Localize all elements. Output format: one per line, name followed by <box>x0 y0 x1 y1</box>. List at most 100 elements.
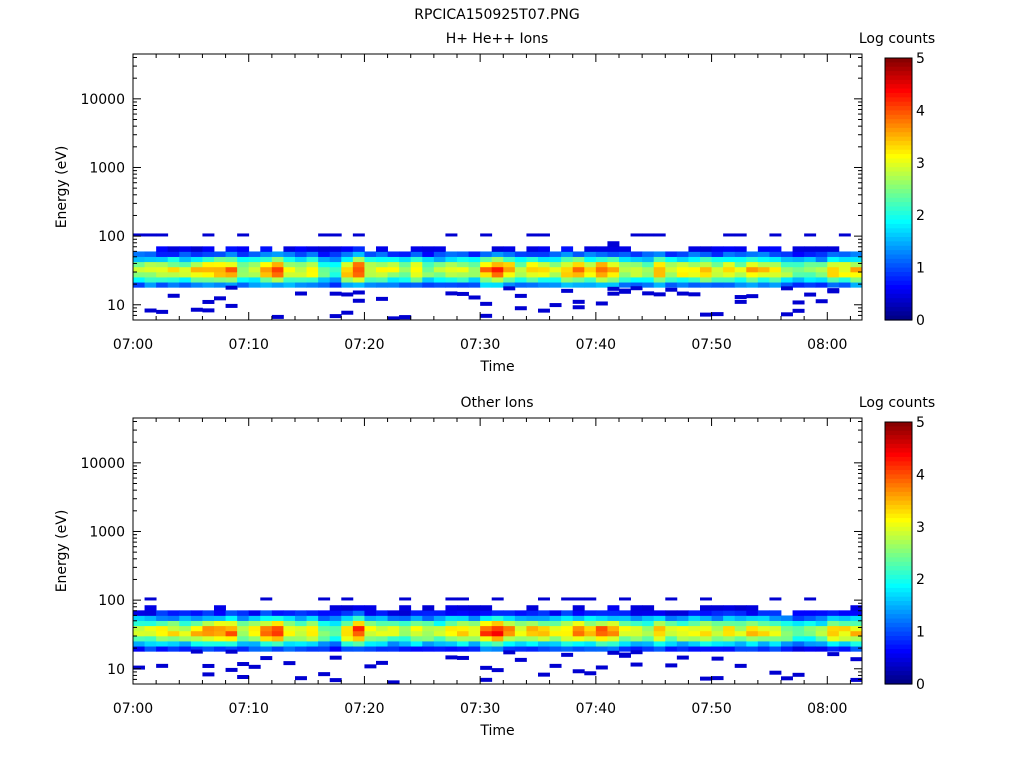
heatmap-cell <box>433 615 446 621</box>
colorbar-swatch <box>885 535 912 541</box>
x-tick-label: 07:30 <box>460 701 500 717</box>
heatmap-cell <box>584 597 597 601</box>
heatmap-cell <box>144 605 157 611</box>
heatmap-cell <box>283 246 296 252</box>
heatmap-cell <box>642 610 655 616</box>
heatmap-cell <box>190 251 203 257</box>
heatmap-cell <box>607 246 620 252</box>
heatmap-cell <box>167 246 180 252</box>
heatmap-cell <box>283 625 296 632</box>
heatmap-cell <box>584 635 597 642</box>
colorbar-swatch <box>885 110 912 116</box>
colorbar-swatch <box>885 443 912 449</box>
colorbar-swatch <box>885 237 912 242</box>
heatmap-cell <box>827 641 840 647</box>
colorbar-swatch <box>885 223 912 229</box>
heatmap-cell <box>352 615 365 621</box>
heatmap-cell <box>260 251 273 257</box>
heatmap-cell <box>584 246 597 252</box>
colorbar-swatch <box>885 509 912 515</box>
heatmap-cell <box>746 630 759 637</box>
heatmap-cell <box>804 246 817 252</box>
heatmap-cell <box>491 597 504 601</box>
heatmap-cell <box>144 610 157 616</box>
heatmap-cell <box>607 286 620 291</box>
colorbar-swatch <box>885 84 912 90</box>
heatmap-cell <box>700 266 712 273</box>
heatmap-cell <box>711 630 724 637</box>
heatmap-cell <box>769 277 782 283</box>
heatmap-cell <box>156 620 169 627</box>
heatmap-cell <box>248 664 261 669</box>
heatmap-cell <box>399 605 412 611</box>
heatmap-cell <box>318 233 331 237</box>
colorbar-swatch <box>885 627 912 633</box>
heatmap-cell <box>260 246 273 252</box>
heatmap-cell <box>838 282 851 288</box>
heatmap-cell <box>480 261 493 268</box>
heatmap-cell <box>688 620 701 627</box>
heatmap-cell <box>538 308 550 313</box>
heatmap-cell <box>283 620 296 627</box>
colorbar-swatch <box>885 662 912 668</box>
heatmap-cell <box>144 277 157 283</box>
heatmap-cell <box>700 635 712 642</box>
colorbar-swatch <box>885 570 912 576</box>
heatmap-cell <box>781 630 793 637</box>
colorbar-swatch <box>885 553 912 558</box>
heatmap-cell <box>815 615 828 621</box>
heatmap-cell <box>179 277 192 283</box>
heatmap-cell <box>792 620 805 627</box>
heatmap-cell <box>792 610 805 616</box>
colorbar-swatch <box>885 184 912 190</box>
heatmap-cell <box>318 271 331 278</box>
plot-frame <box>132 53 863 321</box>
heatmap-cell <box>781 615 793 621</box>
heatmap-cell <box>433 282 446 288</box>
heatmap-cell <box>179 610 192 616</box>
heatmap-cell <box>734 635 747 642</box>
colorbar-swatch <box>885 149 912 155</box>
heatmap-cell <box>422 256 435 263</box>
heatmap-cell <box>526 266 539 273</box>
heatmap-cell <box>468 271 481 278</box>
heatmap-cell <box>410 277 423 283</box>
heatmap-cell <box>387 646 400 652</box>
heatmap-cell <box>156 233 169 237</box>
heatmap-cell <box>607 605 620 611</box>
heatmap-cell <box>271 271 284 278</box>
heatmap-cell <box>190 615 203 621</box>
colorbar-swatch <box>885 487 912 493</box>
heatmap-cell <box>376 256 388 263</box>
heatmap-cell <box>653 292 666 297</box>
heatmap-cell <box>595 266 608 273</box>
heatmap-cell <box>144 641 157 647</box>
heatmap-cell <box>827 251 840 257</box>
heatmap-cell <box>202 251 215 257</box>
heatmap-cell <box>329 635 342 642</box>
heatmap-cell <box>248 266 261 273</box>
heatmap-cell <box>572 251 585 257</box>
heatmap-cell <box>387 261 400 268</box>
heatmap-cell <box>283 251 296 257</box>
heatmap-cell <box>271 630 284 637</box>
heatmap-cell <box>468 635 481 642</box>
colorbar-swatch <box>885 245 912 251</box>
heatmap-cell <box>387 256 400 263</box>
heatmap-cell <box>653 635 666 642</box>
heatmap-cell <box>225 610 238 616</box>
heatmap-cell <box>538 246 550 252</box>
heatmap-cell <box>514 266 527 273</box>
heatmap-cell <box>144 233 157 237</box>
heatmap-cell <box>387 251 400 257</box>
heatmap-cell <box>237 620 250 627</box>
heatmap-cell <box>526 282 539 288</box>
heatmap-cell <box>399 315 412 320</box>
heatmap-cell <box>376 251 388 257</box>
heatmap-cell <box>595 635 608 642</box>
heatmap-cell <box>399 251 412 257</box>
heatmap-cell <box>202 610 215 616</box>
heatmap-cell <box>167 646 180 652</box>
heatmap-cell <box>781 251 793 257</box>
heatmap-cell <box>329 610 342 616</box>
